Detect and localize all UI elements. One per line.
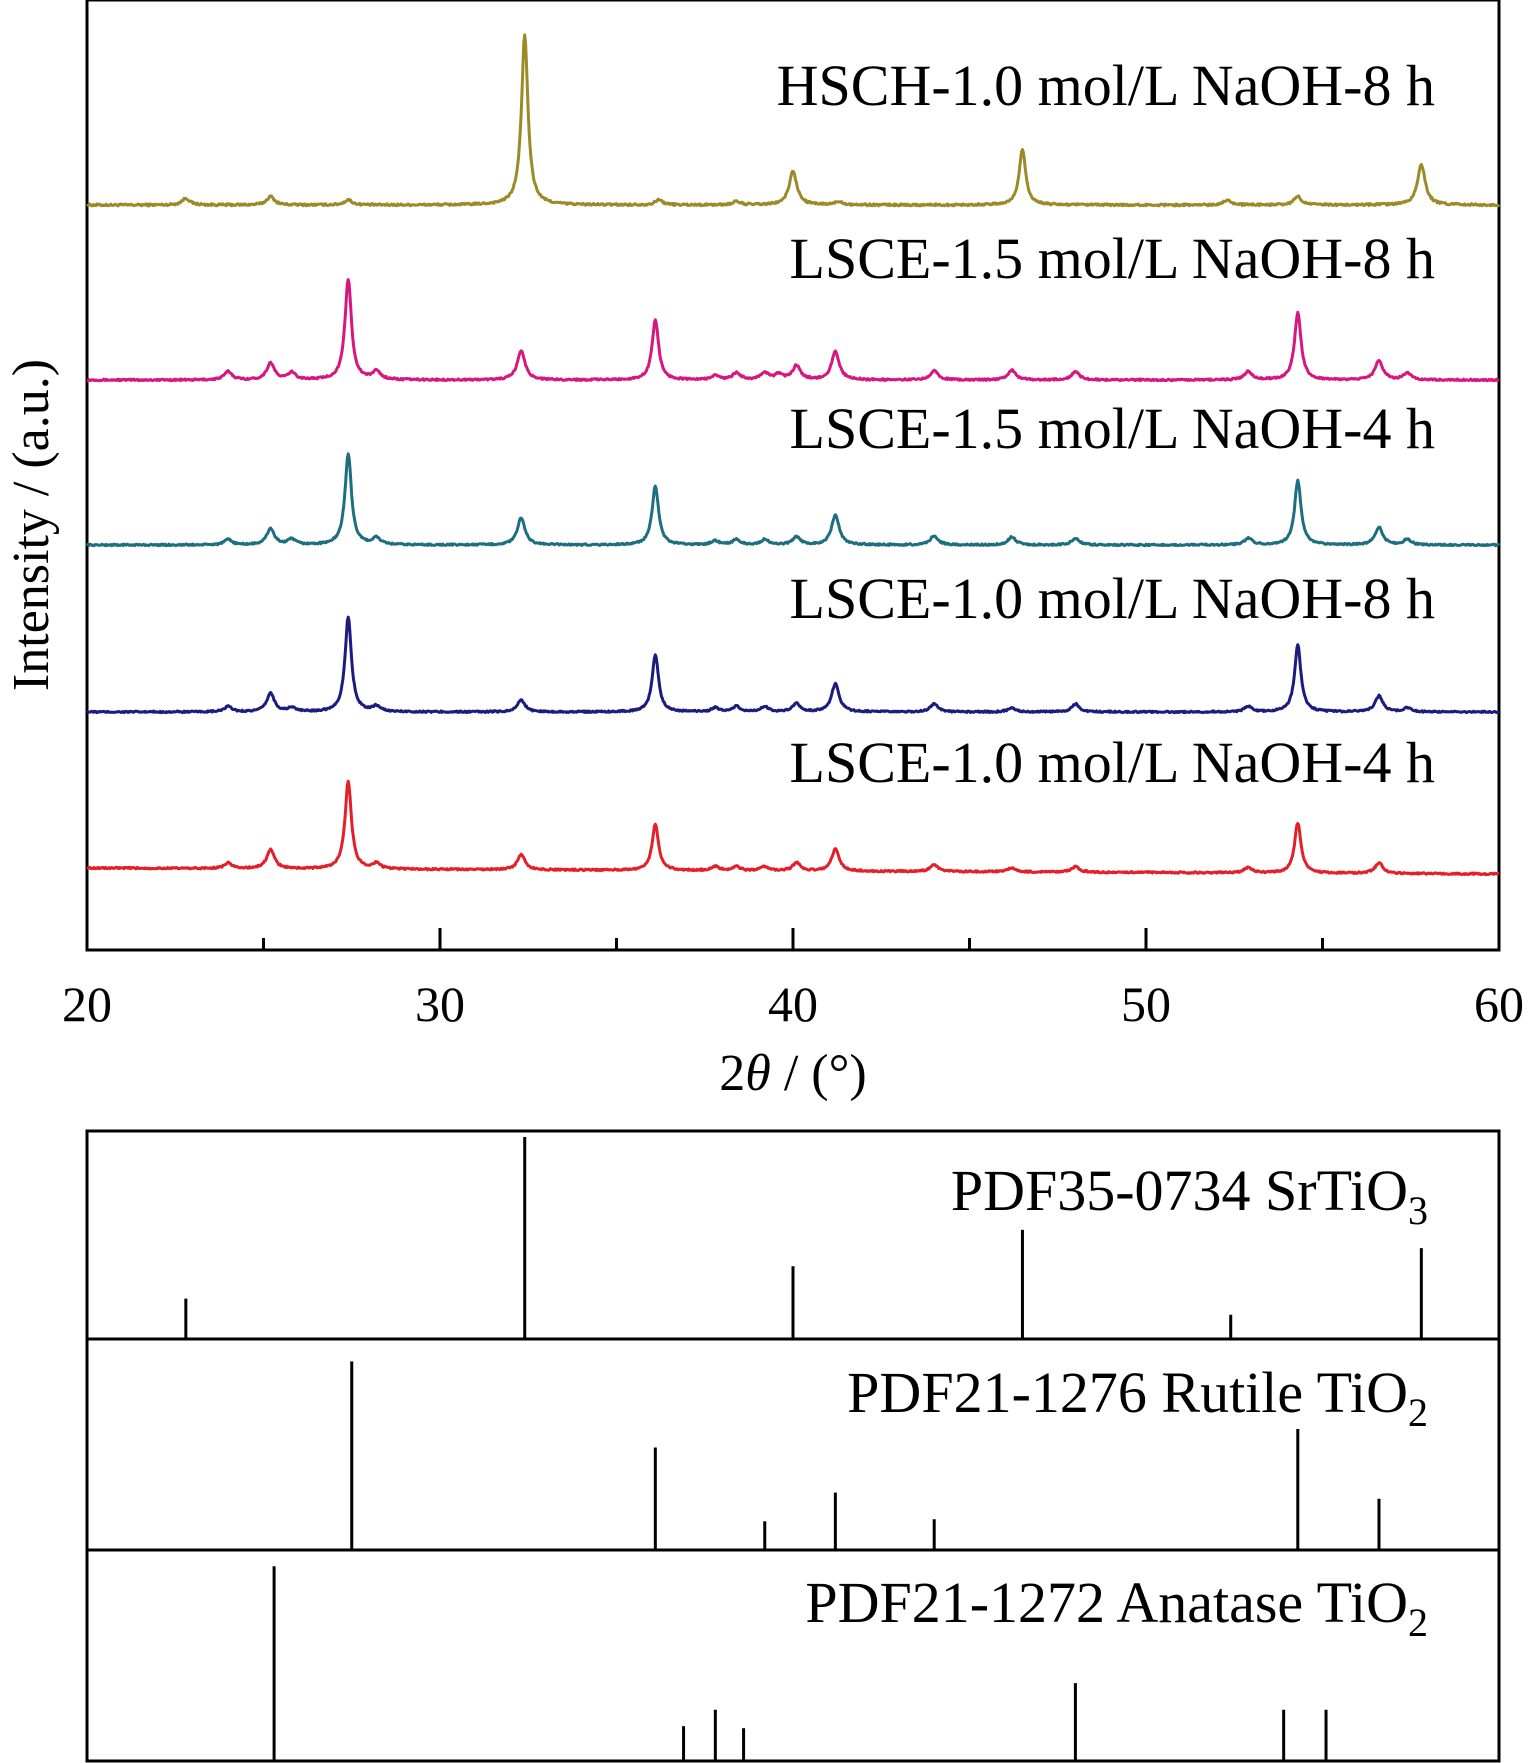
pattern-plot-frame	[85, 0, 1501, 952]
xrd-trace-1	[86, 33, 1501, 208]
xrd-trace-3	[85, 452, 1501, 548]
x-tick-label: 50	[1121, 976, 1171, 1032]
x-tick-label: 30	[415, 976, 465, 1032]
xrd-pattern-panel: HSCH-1.0 mol/L NaOH-8 h LSCE-1.5 mol/L N…	[3, 0, 1524, 1102]
x-tick-label: 60	[1474, 976, 1524, 1032]
series-label: LSCE-1.5 mol/L NaOH-4 h	[790, 396, 1435, 461]
reference-label: PDF35-0734 SrTiO3	[951, 1158, 1428, 1233]
reference-lines	[184, 1137, 1423, 1761]
xrd-trace-5	[86, 779, 1500, 877]
x-axis-ticks	[85, 928, 1501, 950]
reference-panel: PDF35-0734 SrTiO3 PDF21-1276 Rutile TiO2…	[85, 1129, 1501, 1763]
series-label: LSCE-1.0 mol/L NaOH-4 h	[790, 730, 1435, 795]
x-tick-label: 20	[62, 976, 112, 1032]
series-label: LSCE-1.5 mol/L NaOH-8 h	[790, 226, 1435, 291]
reference-frame	[85, 1129, 1501, 1763]
x-tick-label: 40	[768, 976, 818, 1032]
series-label: HSCH-1.0 mol/L NaOH-8 h	[777, 53, 1435, 118]
series-label: LSCE-1.0 mol/L NaOH-8 h	[790, 566, 1435, 631]
x-axis-label: 2θ / (°)	[719, 1045, 866, 1102]
reference-label: PDF21-1272 Anatase TiO2	[805, 1570, 1428, 1645]
xrd-trace-2	[86, 278, 1500, 383]
pattern-traces	[85, 33, 1501, 877]
y-axis-label: Intensity / (a.u.)	[3, 359, 60, 691]
reference-label: PDF21-1276 Rutile TiO2	[847, 1360, 1428, 1435]
xrd-trace-4	[85, 615, 1500, 715]
